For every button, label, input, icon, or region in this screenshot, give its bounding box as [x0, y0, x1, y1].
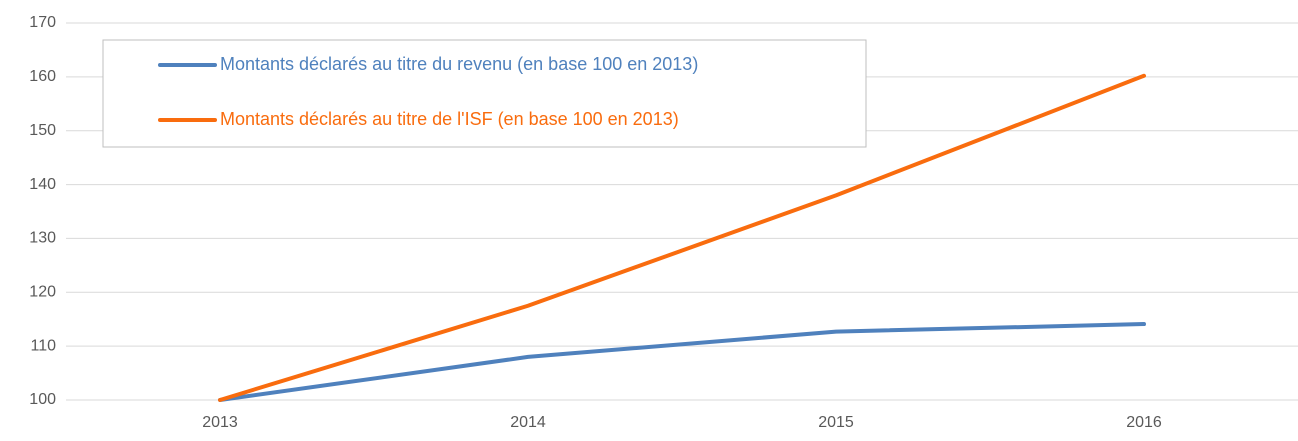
legend-label: Montants déclarés au titre de l'ISF (en … [220, 109, 679, 129]
x-tick-label: 2014 [510, 414, 546, 431]
y-tick-label: 170 [29, 14, 56, 31]
y-tick-label: 120 [29, 284, 56, 301]
y-tick-label: 130 [29, 230, 56, 247]
legend-label: Montants déclarés au titre du revenu (en… [220, 54, 698, 74]
legend-box [102, 39, 867, 148]
x-tick-label: 2013 [202, 414, 238, 431]
x-tick-label: 2016 [1126, 414, 1162, 431]
y-tick-label: 150 [29, 122, 56, 139]
y-tick-label: 160 [29, 68, 56, 85]
series-line [218, 322, 1146, 402]
y-tick-label: 100 [29, 391, 56, 408]
y-tick-label: 110 [30, 337, 56, 354]
y-tick-label: 140 [29, 176, 56, 193]
x-tick-label: 2015 [818, 414, 854, 431]
series-line [218, 73, 1146, 402]
